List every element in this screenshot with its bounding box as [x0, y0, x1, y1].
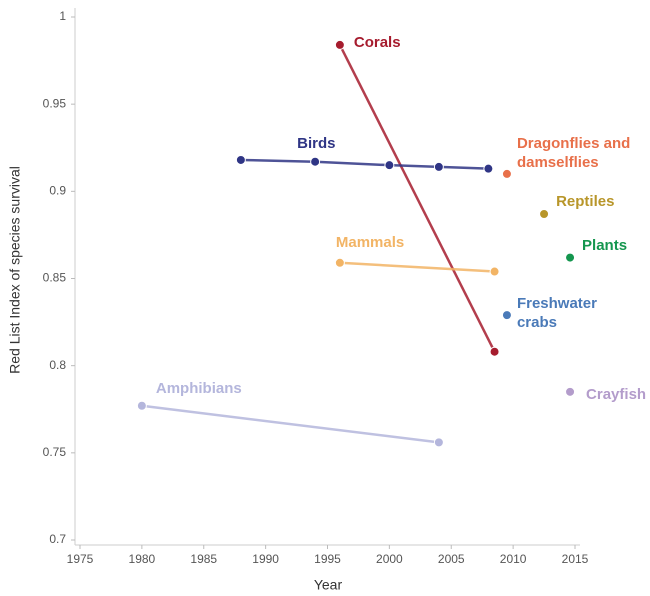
y-tick-label: 0.9	[49, 184, 66, 198]
x-tick-label: 1975	[67, 552, 94, 566]
x-axis-label: Year	[314, 577, 343, 593]
y-axis-label: Red List Index of species survival	[7, 166, 23, 374]
data-point	[501, 168, 512, 179]
series-line	[339, 261, 495, 273]
series-label: Plants	[582, 236, 628, 254]
series-label: Amphibians	[155, 379, 242, 397]
x-tick-label: 2010	[500, 552, 527, 566]
data-point	[235, 154, 246, 165]
x-tick-label: 1980	[129, 552, 156, 566]
series-label: Crayfish	[586, 385, 647, 403]
data-point	[334, 39, 345, 50]
y-tick-label: 0.8	[49, 358, 66, 372]
y-tick-label: 1	[59, 9, 66, 23]
y-tick-label: 0.75	[43, 445, 67, 459]
series-label: Dragonflies and damselflies	[516, 134, 631, 171]
x-tick-label: 1990	[252, 552, 279, 566]
series-label: Mammals	[335, 233, 405, 251]
series-line	[240, 158, 489, 170]
x-tick-label: 2015	[562, 552, 589, 566]
series-line	[141, 404, 440, 444]
x-tick-label: 1985	[190, 552, 217, 566]
series-label: Birds	[297, 134, 336, 152]
data-point	[310, 156, 321, 167]
data-point	[565, 386, 576, 397]
data-point	[483, 163, 494, 174]
y-tick-label: 0.7	[49, 532, 66, 546]
series-label: Freshwater crabs	[516, 295, 597, 332]
data-point	[489, 346, 500, 357]
data-point	[565, 252, 576, 263]
series-line	[338, 44, 496, 353]
series-label: Corals	[353, 33, 401, 51]
y-tick-label: 0.95	[43, 96, 67, 110]
data-point	[384, 160, 395, 171]
data-point	[539, 208, 550, 219]
series-label: Reptiles	[556, 192, 615, 210]
data-point	[136, 400, 147, 411]
x-tick-label: 2005	[438, 552, 465, 566]
data-point	[489, 266, 500, 277]
data-point	[433, 437, 444, 448]
y-tick-label: 0.85	[43, 271, 67, 285]
x-tick-label: 1995	[314, 552, 341, 566]
data-point	[501, 310, 512, 321]
x-tick-label: 2000	[376, 552, 403, 566]
data-point	[334, 257, 345, 268]
data-point	[433, 161, 444, 172]
